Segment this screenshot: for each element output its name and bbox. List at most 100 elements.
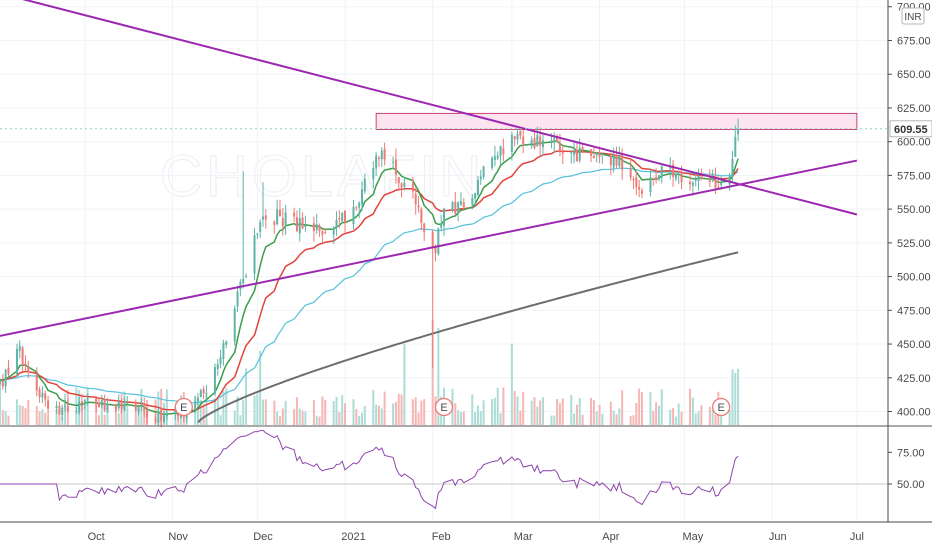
- candle[interactable]: [561, 146, 564, 165]
- candle[interactable]: [632, 176, 635, 190]
- earnings-marker[interactable]: E: [174, 397, 193, 417]
- candle[interactable]: [414, 187, 417, 215]
- candle[interactable]: [276, 199, 279, 226]
- candle[interactable]: [262, 182, 265, 227]
- candle[interactable]: [64, 399, 67, 412]
- candle[interactable]: [196, 397, 199, 405]
- candle[interactable]: [392, 156, 395, 170]
- candle[interactable]: [672, 159, 675, 187]
- candle[interactable]: [457, 200, 460, 222]
- candle[interactable]: [649, 168, 652, 197]
- candle[interactable]: [411, 177, 414, 199]
- resistance-zone[interactable]: [375, 112, 858, 130]
- candle[interactable]: [140, 397, 143, 412]
- candle[interactable]: [199, 388, 202, 398]
- candle[interactable]: [75, 407, 78, 414]
- candle[interactable]: [332, 226, 335, 245]
- candle[interactable]: [236, 285, 239, 313]
- candle[interactable]: [61, 404, 64, 421]
- candle[interactable]: [618, 146, 621, 168]
- candle[interactable]: [694, 172, 697, 187]
- candle[interactable]: [7, 359, 10, 378]
- candle[interactable]: [245, 273, 248, 279]
- candle[interactable]: [120, 398, 123, 414]
- candle[interactable]: [674, 173, 677, 182]
- candle[interactable]: [443, 207, 445, 236]
- candle[interactable]: [459, 192, 462, 207]
- candle[interactable]: [38, 386, 41, 403]
- candle[interactable]: [556, 134, 559, 143]
- candle[interactable]: [403, 177, 406, 191]
- candle[interactable]: [510, 131, 513, 161]
- candle[interactable]: [352, 199, 355, 230]
- candle[interactable]: [669, 157, 672, 180]
- candle[interactable]: [256, 232, 259, 240]
- candle[interactable]: [114, 403, 117, 413]
- candle[interactable]: [137, 404, 140, 416]
- candle[interactable]: [202, 385, 205, 400]
- candle[interactable]: [259, 219, 262, 238]
- candle[interactable]: [573, 140, 576, 164]
- candle[interactable]: [134, 399, 137, 413]
- candle[interactable]: [301, 212, 304, 230]
- candle[interactable]: [575, 141, 578, 162]
- candle[interactable]: [58, 401, 61, 415]
- candle[interactable]: [216, 358, 219, 376]
- candle[interactable]: [18, 340, 21, 359]
- candle[interactable]: [502, 138, 505, 162]
- candle[interactable]: [657, 175, 660, 182]
- candle[interactable]: [318, 223, 321, 237]
- candle[interactable]: [536, 126, 539, 147]
- candle[interactable]: [451, 200, 454, 213]
- candle[interactable]: [590, 148, 593, 163]
- candle[interactable]: [689, 172, 692, 191]
- candle[interactable]: [431, 229, 434, 369]
- candle[interactable]: [708, 169, 711, 188]
- candle[interactable]: [55, 401, 58, 414]
- candle[interactable]: [295, 210, 298, 233]
- candle[interactable]: [360, 181, 363, 212]
- candle[interactable]: [417, 196, 420, 213]
- candle[interactable]: [652, 177, 655, 186]
- candle[interactable]: [78, 396, 81, 415]
- candle[interactable]: [383, 142, 386, 166]
- trendlines[interactable]: [0, 0, 858, 337]
- candle[interactable]: [358, 201, 361, 219]
- candlesticks[interactable]: [0, 118, 740, 428]
- candle[interactable]: [530, 136, 533, 149]
- candle[interactable]: [83, 398, 86, 410]
- candle[interactable]: [194, 395, 197, 414]
- candle[interactable]: [1, 373, 4, 390]
- candle[interactable]: [264, 209, 267, 229]
- candle[interactable]: [437, 227, 440, 256]
- candle[interactable]: [315, 213, 318, 235]
- candle[interactable]: [165, 411, 168, 421]
- candle[interactable]: [304, 215, 307, 232]
- candle[interactable]: [595, 152, 598, 163]
- candle[interactable]: [533, 129, 536, 150]
- candle[interactable]: [344, 210, 347, 233]
- candle[interactable]: [335, 211, 338, 236]
- candle[interactable]: [737, 118, 740, 141]
- candle[interactable]: [400, 182, 403, 198]
- candle[interactable]: [731, 150, 734, 182]
- candle[interactable]: [474, 192, 477, 207]
- candle[interactable]: [100, 394, 103, 409]
- candle[interactable]: [615, 146, 618, 169]
- candle[interactable]: [163, 411, 166, 424]
- candle[interactable]: [24, 355, 27, 371]
- candle[interactable]: [213, 363, 216, 397]
- candle[interactable]: [493, 145, 496, 167]
- candle[interactable]: [338, 210, 341, 229]
- candle[interactable]: [499, 145, 502, 165]
- trendline-descending[interactable]: [0, 0, 858, 216]
- candle[interactable]: [491, 156, 494, 171]
- candle[interactable]: [154, 414, 157, 425]
- candle[interactable]: [293, 207, 296, 222]
- candle[interactable]: [4, 368, 7, 393]
- candle[interactable]: [454, 192, 457, 216]
- candle[interactable]: [106, 397, 109, 413]
